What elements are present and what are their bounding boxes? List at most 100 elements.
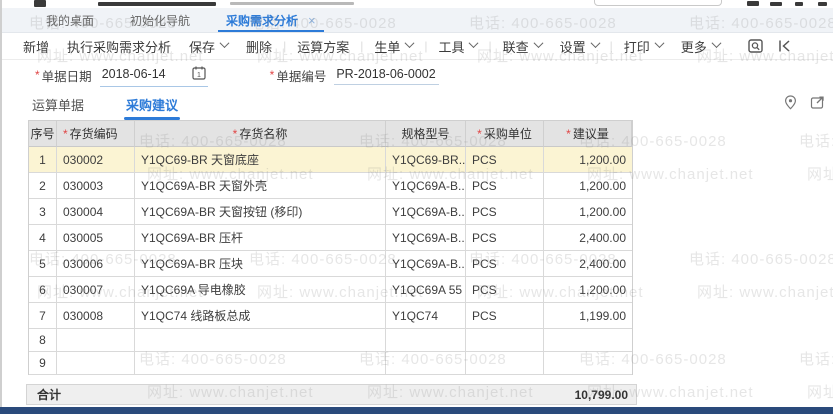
cell-name[interactable]: Y1QC69A-BR 压杆	[135, 225, 386, 251]
cell-qty[interactable]	[544, 329, 632, 352]
calendar-icon[interactable]: 1	[192, 66, 206, 83]
cell-rownum[interactable]: 5	[29, 251, 57, 277]
cell-spec[interactable]: Y1QC69-BR...	[386, 147, 466, 173]
table-row[interactable]: 8	[29, 329, 632, 352]
table-row[interactable]: 1 030002 Y1QC69-BR 天窗底座 Y1QC69-BR... PCS 1,20…	[29, 147, 632, 173]
cell-unit[interactable]: PCS	[466, 147, 544, 173]
preview-search-icon[interactable]	[748, 38, 764, 54]
tab-label: 采购需求分析	[226, 13, 299, 28]
titlebar-select-fragment[interactable]	[594, 0, 722, 6]
titlebar-icon-fragment[interactable]	[770, 2, 782, 6]
cell-unit[interactable]: PCS	[466, 303, 544, 329]
table-row[interactable]: 5 030006 Y1QC69A-BR 压块 Y1QC69A-B... PCS 2,400…	[29, 251, 632, 277]
cell-spec[interactable]: Y1QC69A 55	[386, 277, 466, 303]
cell-name[interactable]: Y1QC69A 导电橡胶	[135, 277, 386, 303]
toolbar-button[interactable]: 工具	[429, 37, 486, 56]
cell-unit[interactable]	[466, 329, 544, 352]
cell-rownum[interactable]: 3	[29, 199, 57, 225]
column-header[interactable]: * 存货编码	[57, 121, 135, 147]
tab-3[interactable]: 采购需求分析 ×	[208, 8, 334, 32]
toolbar-button[interactable]: 删除	[237, 37, 281, 56]
titlebar-icon-fragment[interactable]	[795, 2, 803, 6]
cell-code[interactable]: 030006	[57, 251, 135, 277]
toolbar-button[interactable]: 执行采购需求分析	[58, 37, 180, 56]
column-header[interactable]: * 建议量	[544, 121, 632, 147]
cell-code[interactable]: 030007	[57, 277, 135, 303]
cell-code[interactable]: 030008	[57, 303, 135, 329]
column-header[interactable]: * 存货名称	[135, 121, 386, 147]
toolbar-button[interactable]: 打印	[615, 37, 672, 56]
date-field[interactable]: 2018-06-14 1	[99, 64, 208, 87]
cell-qty[interactable]: 1,200.00	[544, 199, 632, 225]
toolbar-button[interactable]: 运算方案	[288, 37, 358, 56]
table-row[interactable]: 7 030008 Y1QC74 线路板总成 Y1QC74 PCS 1,199.00	[29, 303, 632, 329]
table-row[interactable]: 9	[29, 352, 632, 375]
cell-name[interactable]	[135, 329, 386, 352]
table-row[interactable]: 2 030003 Y1QC69A-BR 天窗外壳 Y1QC69A-B... PCS 1,2…	[29, 173, 632, 199]
cell-spec[interactable]: Y1QC69A-B...	[386, 251, 466, 277]
cell-name[interactable]: Y1QC69A-BR 天窗按钮 (移印)	[135, 199, 386, 225]
table-row[interactable]: 6 030007 Y1QC69A 导电橡胶 Y1QC69A 55 PCS 1,200.00	[29, 277, 632, 303]
cell-rownum[interactable]: 8	[29, 329, 57, 352]
subtab-1[interactable]: 运算单据	[32, 98, 85, 113]
cell-name[interactable]: Y1QC74 线路板总成	[135, 303, 386, 329]
column-header[interactable]: * 采购单位	[466, 121, 544, 147]
cell-qty[interactable]: 2,400.00	[544, 225, 632, 251]
chevron-down-icon	[533, 38, 544, 49]
cell-spec[interactable]	[386, 352, 466, 375]
docno-field[interactable]: PR-2018-06-0002	[334, 65, 440, 85]
cell-unit[interactable]: PCS	[466, 199, 544, 225]
cell-name[interactable]	[135, 352, 386, 375]
cell-name[interactable]: Y1QC69A-BR 天窗外壳	[135, 173, 386, 199]
toolbar-button[interactable]: 新增	[14, 37, 58, 56]
cell-rownum[interactable]: 9	[29, 352, 57, 375]
cell-rownum[interactable]: 7	[29, 303, 57, 329]
tab-1[interactable]: 我的桌面	[28, 8, 112, 32]
toolbar-button[interactable]: 保存	[180, 37, 237, 56]
cell-unit[interactable]: PCS	[466, 277, 544, 303]
cell-qty[interactable]: 1,200.00	[544, 277, 632, 303]
cell-rownum[interactable]: 2	[29, 173, 57, 199]
toolbar-button[interactable]: 联查	[494, 37, 551, 56]
expand-icon[interactable]	[810, 95, 825, 115]
cell-code[interactable]: 030002	[57, 147, 135, 173]
cell-qty[interactable]: 1,199.00	[544, 303, 632, 329]
toolbar-button[interactable]: 设置	[551, 37, 608, 56]
cell-spec[interactable]: Y1QC69A-B...	[386, 173, 466, 199]
locate-icon[interactable]	[783, 94, 798, 115]
cell-rownum[interactable]: 4	[29, 225, 57, 251]
toolbar-button[interactable]: 更多	[672, 37, 729, 56]
tab-close-icon[interactable]: ×	[308, 12, 316, 28]
cell-spec[interactable]	[386, 329, 466, 352]
cell-qty[interactable]: 2,400.00	[544, 251, 632, 277]
cell-rownum[interactable]: 6	[29, 277, 57, 303]
cell-spec[interactable]: Y1QC69A-B...	[386, 199, 466, 225]
cell-code[interactable]: 030004	[57, 199, 135, 225]
tab-2[interactable]: 初始化导航	[112, 8, 208, 32]
toolbar-button[interactable]: 生单	[365, 37, 422, 56]
cell-code[interactable]: 030005	[57, 225, 135, 251]
titlebar-icon-fragment[interactable]	[747, 1, 759, 6]
subtab-2[interactable]: 采购建议	[124, 89, 181, 120]
cell-rownum[interactable]: 1	[29, 147, 57, 173]
cell-name[interactable]: Y1QC69A-BR 压块	[135, 251, 386, 277]
cell-spec[interactable]: Y1QC69A-B...	[386, 225, 466, 251]
cell-unit[interactable]	[466, 352, 544, 375]
cell-unit[interactable]: PCS	[466, 251, 544, 277]
collapse-panel-icon[interactable]	[778, 39, 791, 53]
table-row[interactable]: 4 030005 Y1QC69A-BR 压杆 Y1QC69A-B... PCS 2,400…	[29, 225, 632, 251]
titlebar-icon-fragment[interactable]	[818, 2, 827, 6]
cell-code[interactable]: 030003	[57, 173, 135, 199]
cell-qty[interactable]: 1,200.00	[544, 173, 632, 199]
cell-qty[interactable]	[544, 352, 632, 375]
cell-name[interactable]: Y1QC69-BR 天窗底座	[135, 147, 386, 173]
table-row[interactable]: 3 030004 Y1QC69A-BR 天窗按钮 (移印) Y1QC69A-B... P…	[29, 199, 632, 225]
column-header[interactable]: 规格型号	[386, 121, 466, 147]
column-header[interactable]: 序号	[29, 121, 57, 147]
cell-unit[interactable]: PCS	[466, 173, 544, 199]
cell-unit[interactable]: PCS	[466, 225, 544, 251]
cell-code[interactable]	[57, 352, 135, 375]
cell-qty[interactable]: 1,200.00	[544, 147, 632, 173]
cell-code[interactable]	[57, 329, 135, 352]
cell-spec[interactable]: Y1QC74	[386, 303, 466, 329]
